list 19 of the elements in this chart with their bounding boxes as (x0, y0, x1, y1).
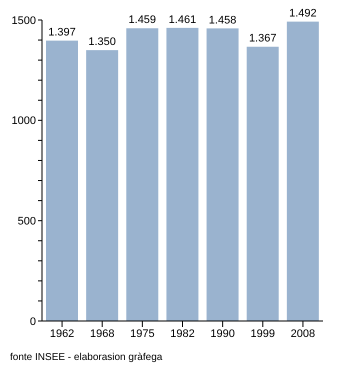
x-tick-label: 1990 (210, 328, 235, 340)
x-tick-label: 1975 (130, 328, 155, 340)
data-label: 1.350 (88, 36, 116, 48)
y-tick-label: 1000 (12, 115, 36, 128)
data-label: 1.461 (168, 14, 196, 26)
y-tick-label: 500 (18, 216, 36, 228)
x-tick-label: 1968 (90, 328, 114, 340)
data-label: 1.459 (128, 14, 156, 26)
x-tick-label: 1982 (170, 328, 195, 340)
x-tick-label: 1962 (50, 328, 74, 340)
y-tick-label: 0 (30, 316, 36, 328)
data-label: 1.367 (248, 32, 276, 45)
y-tick-label: 1500 (12, 14, 36, 27)
x-tick-label: 2008 (290, 328, 316, 340)
data-label: 1.397 (48, 26, 76, 39)
data-label: 1.492 (289, 8, 317, 20)
data-label: 1.458 (208, 14, 236, 26)
source-note: fonte INSEE - elaborasion gràfega (10, 352, 162, 363)
x-tick-label: 1999 (250, 328, 276, 340)
